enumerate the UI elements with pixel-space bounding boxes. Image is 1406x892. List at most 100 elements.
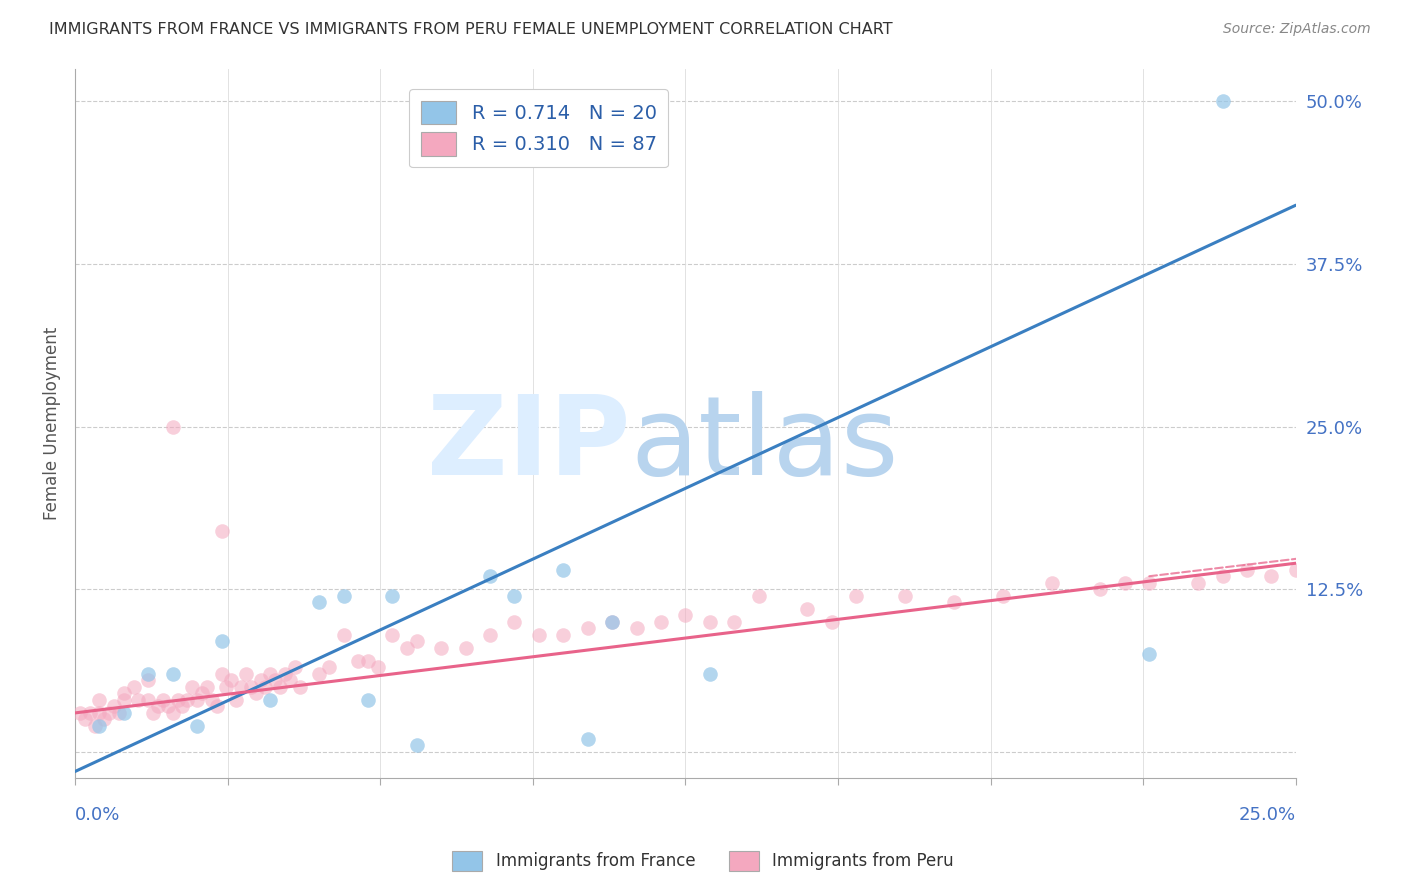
Point — [146, 699, 169, 714]
Point — [1040, 575, 1063, 590]
Point — [284, 660, 307, 674]
Legend: R = 0.714   N = 20, R = 0.310   N = 87: R = 0.714 N = 20, R = 0.310 N = 87 — [409, 89, 668, 168]
Point — [211, 634, 233, 648]
Point — [152, 693, 174, 707]
Point — [264, 673, 287, 688]
Point — [650, 615, 672, 629]
Point — [235, 666, 257, 681]
Point — [225, 693, 247, 707]
Point — [1187, 575, 1209, 590]
Point — [288, 680, 311, 694]
Point — [112, 686, 135, 700]
Point — [699, 666, 721, 681]
Point — [103, 699, 125, 714]
Point — [1285, 563, 1308, 577]
Point — [367, 660, 389, 674]
Point — [454, 640, 477, 655]
Point — [357, 693, 380, 707]
Point — [112, 693, 135, 707]
Point — [991, 589, 1014, 603]
Point — [723, 615, 745, 629]
Point — [108, 706, 131, 720]
Point — [191, 686, 214, 700]
Point — [845, 589, 868, 603]
Point — [308, 595, 330, 609]
Point — [186, 719, 208, 733]
Point — [626, 621, 648, 635]
Point — [112, 706, 135, 720]
Point — [357, 654, 380, 668]
Point — [430, 640, 453, 655]
Point — [1090, 582, 1112, 597]
Point — [83, 719, 105, 733]
Point — [1212, 569, 1234, 583]
Point — [527, 628, 550, 642]
Point — [576, 731, 599, 746]
Point — [699, 615, 721, 629]
Point — [942, 595, 965, 609]
Point — [405, 634, 427, 648]
Point — [796, 601, 818, 615]
Point — [176, 693, 198, 707]
Point — [479, 569, 502, 583]
Point — [600, 615, 623, 629]
Point — [142, 706, 165, 720]
Point — [748, 589, 770, 603]
Point — [73, 713, 96, 727]
Point — [162, 706, 184, 720]
Point — [181, 680, 204, 694]
Point — [553, 628, 575, 642]
Point — [332, 589, 354, 603]
Point — [1212, 94, 1234, 108]
Point — [79, 706, 101, 720]
Text: IMMIGRANTS FROM FRANCE VS IMMIGRANTS FROM PERU FEMALE UNEMPLOYMENT CORRELATION C: IMMIGRANTS FROM FRANCE VS IMMIGRANTS FRO… — [49, 22, 893, 37]
Point — [576, 621, 599, 635]
Point — [1114, 575, 1136, 590]
Point — [211, 524, 233, 538]
Point — [136, 673, 159, 688]
Point — [821, 615, 844, 629]
Point — [89, 693, 111, 707]
Text: ZIP: ZIP — [427, 391, 630, 498]
Point — [127, 693, 149, 707]
Point — [211, 666, 233, 681]
Point — [98, 706, 121, 720]
Point — [274, 666, 297, 681]
Point — [69, 706, 91, 720]
Point — [479, 628, 502, 642]
Point — [229, 680, 252, 694]
Point — [136, 693, 159, 707]
Point — [503, 615, 526, 629]
Point — [239, 680, 262, 694]
Point — [89, 719, 111, 733]
Point — [600, 615, 623, 629]
Point — [278, 673, 301, 688]
Point — [186, 693, 208, 707]
Point — [201, 693, 224, 707]
Point — [347, 654, 370, 668]
Point — [1260, 569, 1282, 583]
Point — [503, 589, 526, 603]
Legend: Immigrants from France, Immigrants from Peru: Immigrants from France, Immigrants from … — [444, 842, 962, 880]
Point — [93, 713, 115, 727]
Point — [259, 693, 281, 707]
Point — [172, 699, 194, 714]
Point — [205, 699, 228, 714]
Text: atlas: atlas — [630, 391, 898, 498]
Point — [673, 608, 696, 623]
Point — [162, 666, 184, 681]
Y-axis label: Female Unemployment: Female Unemployment — [44, 326, 60, 520]
Point — [215, 680, 238, 694]
Point — [553, 563, 575, 577]
Point — [249, 673, 271, 688]
Point — [396, 640, 419, 655]
Text: 0.0%: 0.0% — [75, 806, 121, 824]
Point — [308, 666, 330, 681]
Point — [381, 589, 404, 603]
Point — [195, 680, 218, 694]
Point — [136, 666, 159, 681]
Point — [269, 680, 291, 694]
Point — [894, 589, 917, 603]
Point — [1137, 575, 1160, 590]
Point — [381, 628, 404, 642]
